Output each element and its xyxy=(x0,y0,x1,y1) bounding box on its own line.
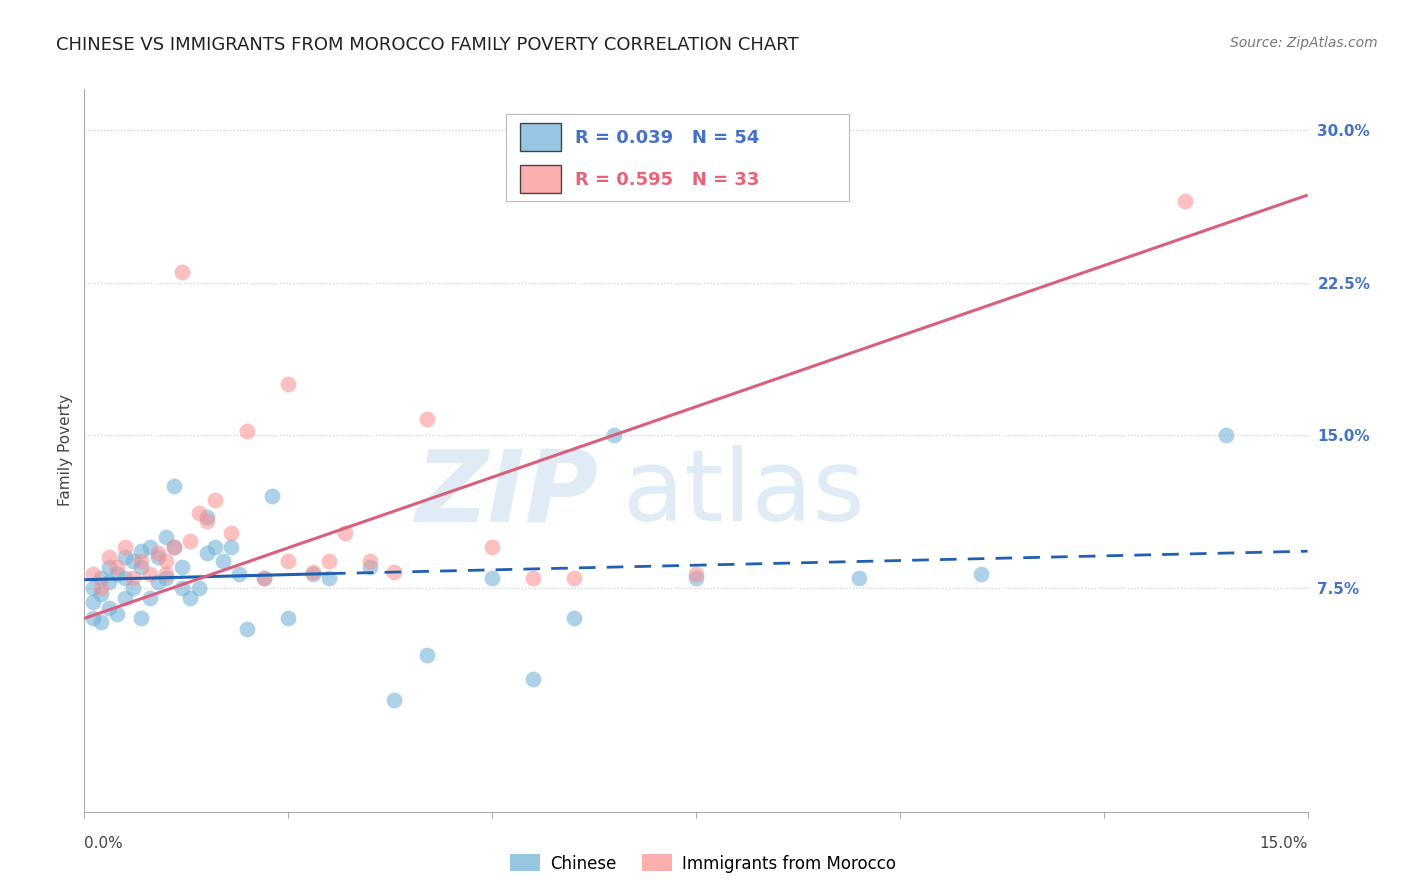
Legend: Chinese, Immigrants from Morocco: Chinese, Immigrants from Morocco xyxy=(503,847,903,880)
Point xyxy=(131,554,153,568)
Point xyxy=(236,424,259,438)
Point xyxy=(253,571,276,585)
Point xyxy=(416,412,439,426)
Point xyxy=(114,591,136,605)
Point xyxy=(335,525,357,540)
Point xyxy=(195,546,218,560)
Point xyxy=(685,566,707,581)
Text: 15.0%: 15.0% xyxy=(1260,836,1308,851)
Point xyxy=(172,265,194,279)
Text: atlas: atlas xyxy=(623,445,865,542)
Point xyxy=(1174,194,1197,208)
Point xyxy=(301,566,323,581)
Point xyxy=(195,509,218,524)
Text: Source: ZipAtlas.com: Source: ZipAtlas.com xyxy=(1230,36,1378,50)
Point xyxy=(138,540,160,554)
Point xyxy=(179,591,201,605)
Point xyxy=(219,525,242,540)
Point xyxy=(131,544,153,558)
Point xyxy=(228,566,250,581)
Point xyxy=(848,571,870,585)
Point xyxy=(163,540,186,554)
Point xyxy=(163,479,186,493)
Point xyxy=(131,560,153,574)
Point xyxy=(155,571,177,585)
Point xyxy=(562,571,585,585)
Point xyxy=(155,530,177,544)
Point xyxy=(318,554,340,568)
Point xyxy=(114,571,136,585)
Point xyxy=(82,581,104,595)
Point xyxy=(359,560,381,574)
Point xyxy=(146,574,169,589)
Point xyxy=(122,571,145,585)
Point xyxy=(90,615,112,630)
Point xyxy=(155,554,177,568)
Point xyxy=(522,673,544,687)
Point xyxy=(97,550,120,565)
Point xyxy=(155,566,177,581)
Point xyxy=(105,607,128,622)
Point xyxy=(301,565,323,579)
Point xyxy=(522,571,544,585)
Point xyxy=(122,581,145,595)
Point xyxy=(236,622,259,636)
Point xyxy=(105,566,128,581)
Point xyxy=(416,648,439,662)
Point xyxy=(114,550,136,565)
Point xyxy=(172,581,194,595)
Point xyxy=(163,540,186,554)
Point xyxy=(219,540,242,554)
Point xyxy=(90,571,112,585)
Point xyxy=(90,581,112,595)
Point xyxy=(481,540,503,554)
Point xyxy=(97,601,120,615)
Point xyxy=(204,540,226,554)
Point xyxy=(253,571,276,585)
Point xyxy=(212,554,235,568)
Text: CHINESE VS IMMIGRANTS FROM MOROCCO FAMILY POVERTY CORRELATION CHART: CHINESE VS IMMIGRANTS FROM MOROCCO FAMIL… xyxy=(56,36,799,54)
Point xyxy=(277,611,299,625)
Point xyxy=(277,554,299,568)
Point xyxy=(382,565,405,579)
Point xyxy=(179,534,201,549)
Point xyxy=(131,611,153,625)
Point xyxy=(146,550,169,565)
Point xyxy=(97,560,120,574)
Point xyxy=(382,693,405,707)
Point xyxy=(187,506,209,520)
Point xyxy=(359,554,381,568)
Point xyxy=(685,571,707,585)
Text: 0.0%: 0.0% xyxy=(84,836,124,851)
Point xyxy=(318,571,340,585)
Point xyxy=(82,595,104,609)
Y-axis label: Family Poverty: Family Poverty xyxy=(58,394,73,507)
Point xyxy=(82,611,104,625)
Point xyxy=(122,554,145,568)
Point xyxy=(603,428,626,442)
Point xyxy=(146,546,169,560)
Point xyxy=(187,581,209,595)
Point xyxy=(138,566,160,581)
Point xyxy=(970,566,993,581)
Point xyxy=(1215,428,1237,442)
Point xyxy=(138,591,160,605)
Point xyxy=(172,560,194,574)
Point xyxy=(195,514,218,528)
Point xyxy=(105,560,128,574)
Point xyxy=(204,493,226,508)
Point xyxy=(114,540,136,554)
Point xyxy=(277,377,299,392)
Point xyxy=(82,566,104,581)
Point xyxy=(562,611,585,625)
Point xyxy=(260,489,283,503)
Point xyxy=(481,571,503,585)
Text: ZIP: ZIP xyxy=(415,445,598,542)
Point xyxy=(97,574,120,589)
Point xyxy=(90,587,112,601)
